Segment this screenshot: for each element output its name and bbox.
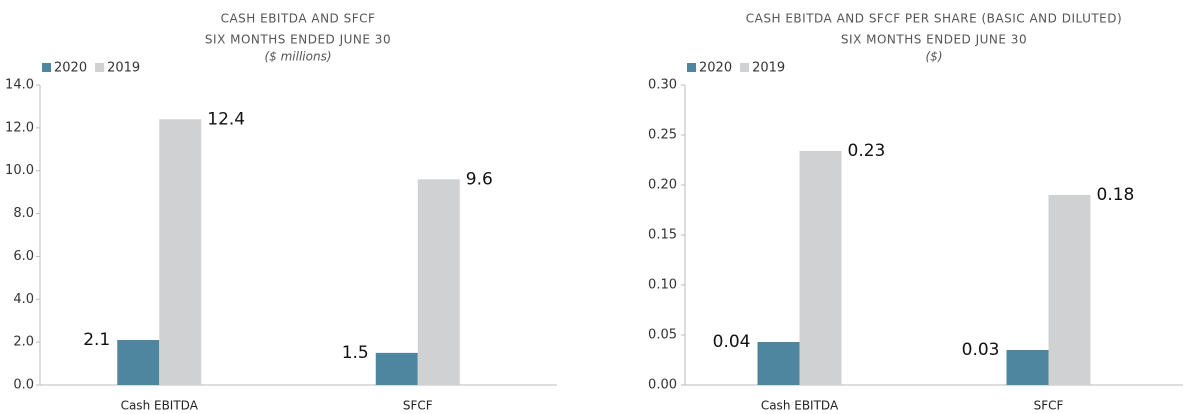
- bar: [375, 352, 418, 385]
- y-tick-label: 0.25: [648, 128, 677, 143]
- legend-label: 2019: [107, 61, 140, 76]
- y-tick-label: 8.0: [13, 206, 34, 221]
- legend-label: 2020: [54, 61, 87, 76]
- y-tick-label: 0.05: [648, 328, 677, 343]
- legend-swatch: [95, 63, 105, 72]
- bar: [1048, 195, 1091, 385]
- bar: [757, 342, 800, 385]
- legend-label: 2020: [699, 61, 732, 76]
- value-label: 0.04: [713, 332, 751, 352]
- y-tick-label: 14.0: [5, 78, 34, 93]
- y-tick-label: 6.0: [13, 249, 34, 264]
- value-label: 9.6: [466, 169, 493, 189]
- value-label: 0.18: [1097, 185, 1135, 205]
- y-tick-label: 0.0: [13, 378, 34, 393]
- chart-title: CASH EBITDA AND SFCF: [221, 12, 376, 26]
- y-tick-label: 10.0: [5, 163, 34, 178]
- value-label: 2.1: [83, 330, 110, 350]
- y-tick-label: 0.10: [648, 278, 677, 293]
- chart-subtitle: SIX MONTHS ENDED JUNE 30: [841, 33, 1027, 47]
- legend-swatch: [687, 63, 696, 72]
- y-tick-label: 0.30: [648, 78, 677, 93]
- x-tick-label: SFCF: [1034, 399, 1064, 413]
- y-tick-label: 2.0: [13, 335, 34, 350]
- value-label: 0.23: [848, 141, 886, 161]
- bar: [159, 119, 202, 386]
- value-label: 12.4: [207, 109, 245, 129]
- y-tick-label: 0.20: [648, 178, 677, 193]
- bar: [799, 151, 842, 385]
- chart-subtitle: SIX MONTHS ENDED JUNE 30: [205, 33, 391, 47]
- bar: [1006, 350, 1049, 385]
- chart-unit: ($ millions): [264, 50, 331, 64]
- x-tick-label: SFCF: [403, 399, 433, 413]
- chart-unit: ($): [926, 50, 943, 64]
- bar: [417, 179, 460, 385]
- legend-swatch: [42, 63, 51, 72]
- legend-label: 2019: [752, 61, 785, 76]
- value-label: 1.5: [342, 343, 369, 363]
- y-tick-label: 0.00: [648, 378, 677, 393]
- chart-title: CASH EBITDA AND SFCF PER SHARE (BASIC AN…: [746, 12, 1122, 26]
- bar: [117, 340, 160, 385]
- y-tick-label: 12.0: [5, 120, 34, 135]
- legend-swatch: [740, 63, 750, 72]
- y-tick-label: 4.0: [13, 292, 34, 307]
- x-tick-label: Cash EBITDA: [761, 399, 839, 413]
- y-tick-label: 0.15: [648, 228, 677, 243]
- value-label: 0.03: [962, 340, 1000, 360]
- x-tick-label: Cash EBITDA: [121, 399, 199, 413]
